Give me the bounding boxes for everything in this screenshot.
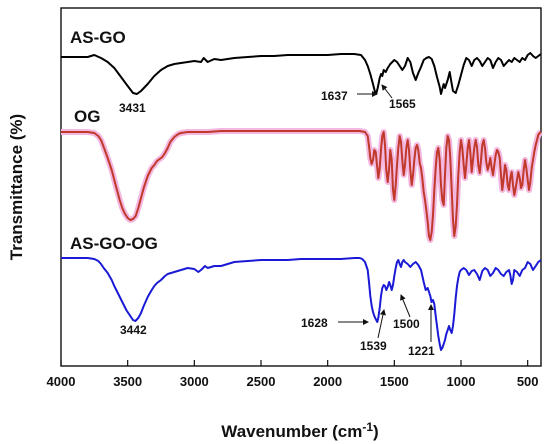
annotation-3442: 3442 bbox=[120, 323, 147, 337]
series-line-as-go-og bbox=[61, 257, 542, 351]
annotation-3431: 3431 bbox=[119, 101, 146, 115]
series-label-og: OG bbox=[74, 107, 100, 126]
series-label-as-go-og: AS-GO-OG bbox=[70, 234, 158, 253]
x-tick-label-2500: 2500 bbox=[247, 374, 276, 389]
annotation-1628: 1628 bbox=[301, 316, 328, 330]
annotation-1565: 1565 bbox=[389, 97, 416, 111]
x-tick-label-500: 500 bbox=[517, 374, 539, 389]
series-layer bbox=[61, 52, 543, 351]
x-tick-label-2000: 2000 bbox=[313, 374, 342, 389]
x-tick-label-3000: 3000 bbox=[180, 374, 209, 389]
annotation-arrow-1565 bbox=[381, 84, 393, 99]
annotation-arrow-1539 bbox=[377, 309, 386, 339]
x-tick-label-1000: 1000 bbox=[447, 374, 476, 389]
annotation-1637: 1637 bbox=[321, 89, 348, 103]
series-label-as-go: AS-GO bbox=[70, 28, 126, 47]
x-axis-ticks: 4000 3500 3000 2500 2000 1500 1000 500 bbox=[47, 360, 539, 389]
y-axis-title: Transmittance (%) bbox=[7, 114, 26, 260]
series-line-as-go bbox=[61, 52, 542, 95]
annotation-1539: 1539 bbox=[360, 339, 387, 353]
annotation-1500: 1500 bbox=[393, 317, 420, 331]
x-tick-label-3500: 3500 bbox=[113, 374, 142, 389]
x-axis-title: Wavenumber (cm-1) bbox=[221, 420, 378, 441]
annotation-arrow-1500 bbox=[400, 294, 411, 318]
x-tick-label-4000: 4000 bbox=[47, 374, 76, 389]
annotation-1221: 1221 bbox=[408, 344, 435, 358]
plot-frame bbox=[60, 7, 542, 367]
series-line-og bbox=[61, 130, 542, 241]
x-tick-label-1500: 1500 bbox=[380, 374, 409, 389]
